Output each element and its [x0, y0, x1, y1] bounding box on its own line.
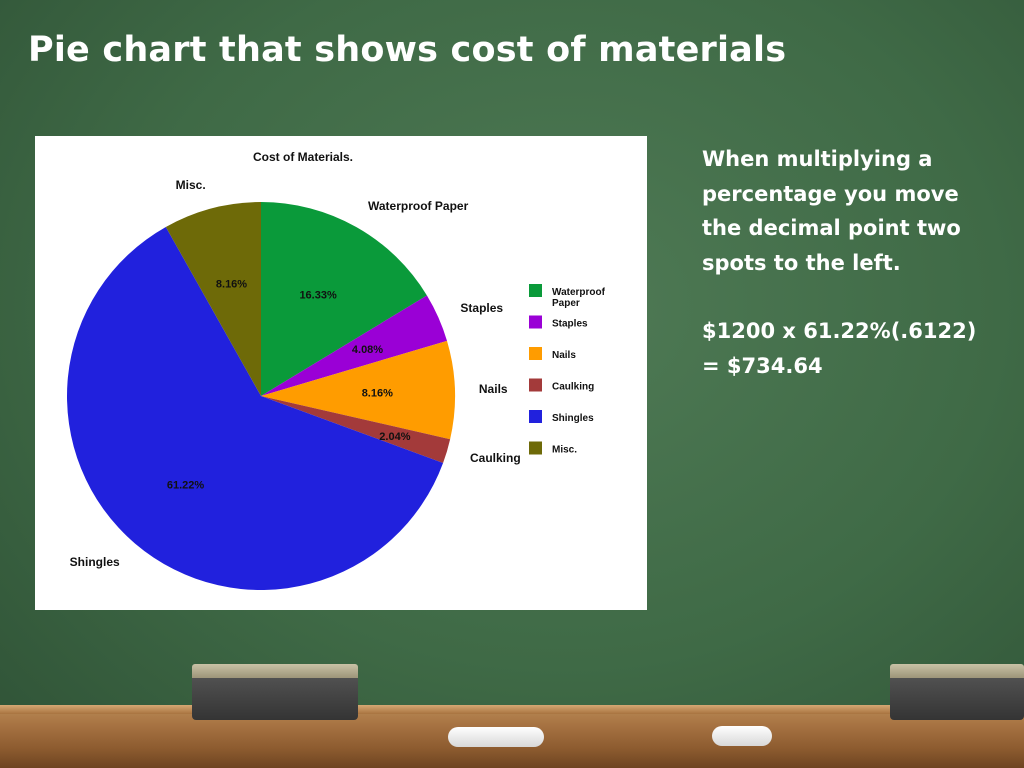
- legend-label-waterproof-paper: Waterproof Paper: [552, 287, 606, 309]
- pie-slice-shingles: [66, 226, 444, 591]
- legend-swatch-caulking: [529, 378, 542, 392]
- pie-category-label-waterproof-paper: Waterproof Paper: [368, 199, 469, 213]
- legend-label-shingles: Shingles: [552, 413, 594, 424]
- pie-value-label-waterproof-paper: 16.33%: [299, 290, 337, 302]
- calculation-block: $1200 x 61.22%(.6122) = $734.64: [702, 314, 1002, 383]
- pie-category-label-staples: Staples: [460, 301, 503, 315]
- explanation-paragraph: When multiplying a percentage you move t…: [702, 147, 961, 275]
- calculation-line-1: $1200 x 61.22%(.6122): [702, 319, 977, 343]
- chalk-piece-2: [712, 726, 772, 746]
- pie-chart-panel: Cost of Materials. 16.33% 4.08% 8.16% 2.04%…: [35, 136, 647, 610]
- explanation-text: When multiplying a percentage you move t…: [702, 142, 1002, 417]
- pie-value-label-caulking: 2.04%: [379, 431, 410, 443]
- eraser-left: [192, 664, 358, 720]
- pie-value-label-misc: 8.16%: [216, 278, 247, 290]
- pie-slice-caulking: [261, 396, 451, 464]
- pie-value-label-shingles: 61.22%: [167, 480, 205, 492]
- pie-category-label-nails: Nails: [479, 382, 508, 396]
- legend-label-caulking: Caulking: [552, 382, 594, 393]
- pie-category-label-shingles: Shingles: [70, 555, 120, 569]
- legend-swatch-shingles: [529, 410, 542, 423]
- calculation-line-2: = $734.64: [702, 353, 823, 378]
- pie-category-label-caulking: Caulking: [470, 451, 521, 465]
- pie-slice-misc: [165, 202, 261, 396]
- legend-swatch-waterproof-paper: [529, 284, 542, 297]
- pie-slice-waterproof-paper: [261, 202, 427, 396]
- pie-category-label-misc: Misc.: [176, 178, 206, 192]
- chalk-piece-1: [448, 727, 544, 747]
- pie-slice-nails: [261, 340, 456, 440]
- legend-label-staples: Staples: [552, 319, 588, 330]
- legend-label-misc: Misc.: [552, 445, 577, 456]
- pie-value-label-nails: 8.16%: [362, 387, 393, 399]
- pie-slice-staples: [261, 295, 447, 396]
- legend-swatch-staples: [529, 315, 542, 329]
- legend-swatch-nails: [529, 347, 542, 360]
- pie-chart: Cost of Materials. 16.33% 4.08% 8.16% 2.04%…: [66, 150, 606, 591]
- slide-title: Pie chart that shows cost of materials: [28, 30, 787, 70]
- legend-label-nails: Nails: [552, 350, 576, 361]
- eraser-right: [890, 664, 1024, 720]
- chart-title: Cost of Materials.: [253, 150, 353, 164]
- pie-value-label-staples: 4.08%: [352, 344, 383, 356]
- legend-swatch-misc: [529, 441, 542, 455]
- chalk-ledge-lip: [0, 705, 1024, 714]
